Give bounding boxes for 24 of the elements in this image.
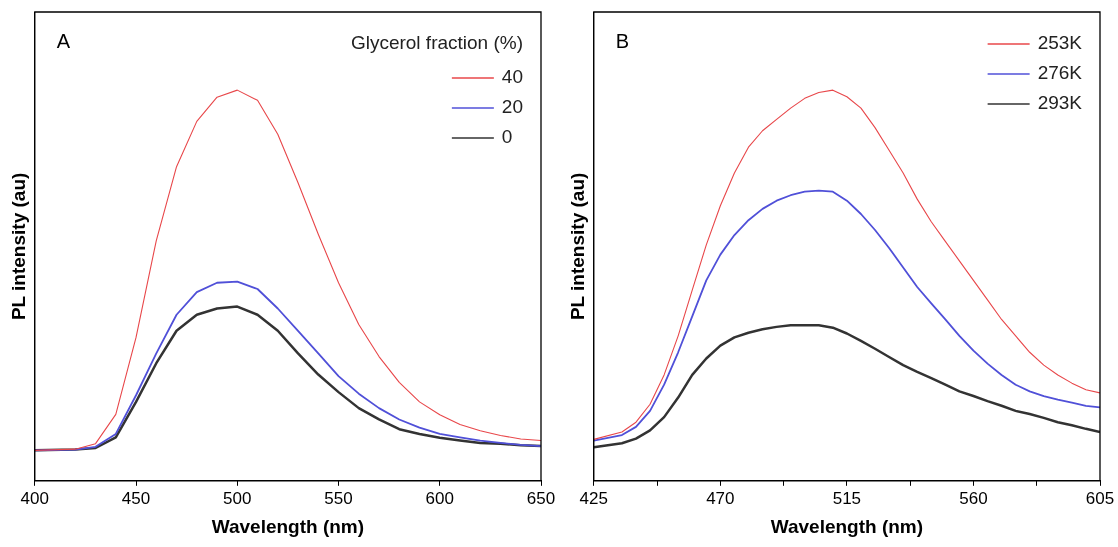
y-axis-title: PL intensity (au) bbox=[7, 172, 29, 321]
legend-label: 0 bbox=[501, 126, 513, 148]
x-tick-label: 600 bbox=[425, 488, 454, 508]
legend-label: 253K bbox=[1037, 32, 1083, 54]
x-axis-title: Wavelength (nm) bbox=[211, 515, 365, 537]
x-tick-label: 450 bbox=[121, 488, 151, 508]
legend-label: 20 bbox=[501, 96, 524, 118]
x-tick-label: 605 bbox=[1085, 488, 1115, 508]
text: A bbox=[56, 29, 71, 52]
x-tick-label: 400 bbox=[20, 488, 49, 508]
x-tick-label: 560 bbox=[959, 488, 988, 508]
x-axis-title: Wavelength (nm) bbox=[770, 515, 924, 537]
legend-label: 40 bbox=[501, 66, 524, 88]
legend-title: Glycerol fraction (%) bbox=[350, 32, 523, 54]
legend-label: 276K bbox=[1037, 62, 1083, 84]
y-axis-title: PL intensity (au) bbox=[566, 172, 588, 321]
x-tick-label: 550 bbox=[324, 488, 353, 508]
x-tick-label: 515 bbox=[832, 488, 862, 508]
legend-label: 293K bbox=[1037, 92, 1083, 114]
x-tick-label: 470 bbox=[706, 488, 735, 508]
x-tick-label: 425 bbox=[579, 488, 608, 508]
text: B bbox=[615, 29, 630, 52]
x-tick-label: 500 bbox=[223, 488, 252, 508]
x-tick-label: 650 bbox=[526, 488, 556, 508]
